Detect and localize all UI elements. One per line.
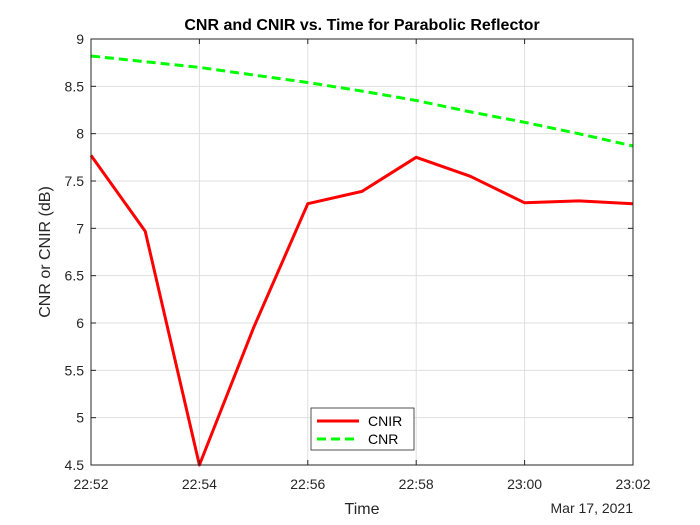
plot-area [91, 39, 633, 465]
x-tick-label: 22:56 [290, 476, 325, 492]
plot-frame [90, 38, 634, 466]
legend-label-cnr: CNR [368, 431, 398, 447]
grid-lines [90, 38, 634, 466]
x-tick-label: 22:54 [182, 476, 217, 492]
x-tick-label: 23:02 [615, 476, 650, 492]
tick-labels: 22:52 22:54 22:56 22:58 23:00 23:02 4.5 5 5.5 6 6.… [65, 31, 651, 492]
y-tick-label: 7 [76, 220, 84, 236]
x-tick-label: 22:52 [73, 476, 108, 492]
x-axis-label: Time [345, 501, 380, 518]
y-tick-label: 5 [76, 410, 84, 426]
legend: CNIR CNR [310, 407, 415, 451]
y-tick-label: 8 [76, 126, 84, 142]
y-tick-label: 6 [76, 315, 84, 331]
legend-box [310, 407, 415, 451]
x-tick-label: 22:58 [399, 476, 434, 492]
y-tick-label: 5.5 [65, 362, 85, 378]
series-layer [89, 54, 634, 467]
y-tick-label: 8.5 [65, 78, 85, 94]
axis-ticks [90, 38, 634, 466]
y-tick-label: 4.5 [65, 457, 85, 473]
y-tick-label: 9 [76, 31, 84, 47]
date-label: Mar 17, 2021 [551, 500, 634, 516]
series-line-cnr [90, 54, 634, 148]
y-tick-label: 6.5 [65, 268, 85, 284]
x-tick-label: 23:00 [507, 476, 542, 492]
legend-label-cnir: CNIR [368, 413, 402, 429]
y-axis-label: CNR or CNIR (dB) [37, 186, 54, 318]
series-line-cnir [89, 154, 634, 467]
chart-title: CNR and CNIR vs. Time for Parabolic Refl… [184, 17, 539, 34]
y-tick-label: 7.5 [65, 173, 85, 189]
